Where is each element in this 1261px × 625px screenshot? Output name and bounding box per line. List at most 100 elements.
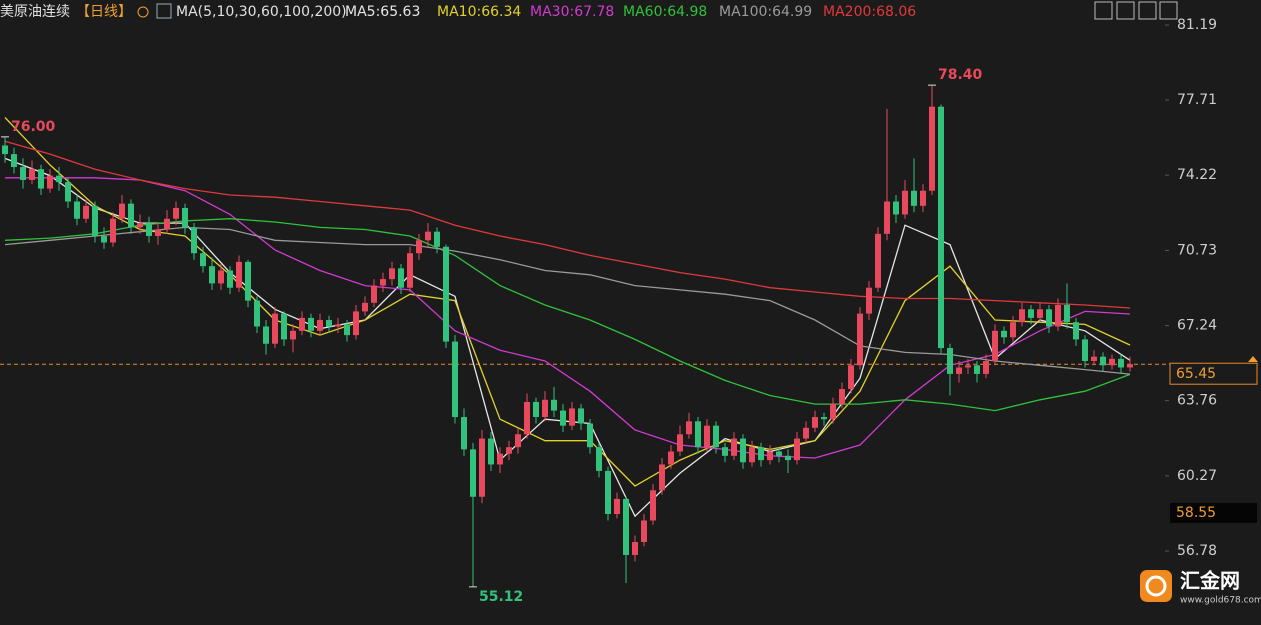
candle-body — [146, 223, 152, 236]
candle-body — [110, 218, 116, 243]
candle-body — [1019, 309, 1025, 323]
candle-body — [56, 175, 62, 183]
candle-body — [794, 438, 800, 461]
y-tick-label: 74.22 — [1177, 167, 1217, 183]
candle-body — [866, 287, 872, 314]
candle-body — [2, 145, 8, 155]
add-icon[interactable] — [137, 6, 149, 18]
candle-body — [254, 300, 260, 327]
candle-body — [1091, 356, 1097, 361]
marker-price-box — [1170, 502, 1257, 523]
candle-body — [614, 498, 620, 515]
candle-body — [515, 434, 521, 448]
candle-body — [632, 542, 638, 555]
candle-body — [1109, 358, 1115, 366]
candle-body — [1010, 322, 1016, 338]
candle-body — [956, 367, 962, 374]
candle-body — [668, 451, 674, 465]
candle-body — [965, 365, 971, 368]
candle-body — [740, 438, 746, 463]
candle-body — [929, 106, 935, 191]
candle-body — [686, 421, 692, 435]
candle-body — [137, 223, 143, 228]
candle-body — [47, 175, 53, 189]
current-price-label: 65.45 — [1176, 366, 1216, 382]
candle-body — [641, 520, 647, 543]
candle-body — [650, 490, 656, 521]
candle-body — [1118, 358, 1124, 368]
y-tick-label: 60.27 — [1177, 468, 1217, 484]
tool-icon[interactable] — [1094, 1, 1113, 20]
candle-body — [308, 317, 314, 331]
logo-icon — [1140, 570, 1172, 602]
candle-body — [101, 235, 107, 243]
candle-body — [776, 451, 782, 456]
candle-body — [119, 203, 125, 219]
candle-body — [227, 270, 233, 288]
annotation-label: 78.40 — [938, 67, 983, 83]
candle-body — [389, 268, 395, 280]
candle-body — [344, 324, 350, 336]
candle-body — [443, 246, 449, 342]
candle-body — [65, 182, 71, 202]
annotation-label: 55.12 — [479, 589, 523, 605]
y-tick-label: 70.73 — [1177, 242, 1217, 258]
candle-body — [1046, 309, 1052, 327]
candle-body — [29, 169, 35, 180]
candle-body — [848, 365, 854, 390]
candle-body — [407, 253, 413, 288]
tool-icon[interactable] — [1159, 1, 1178, 20]
price-marker-icon — [1248, 356, 1258, 362]
y-tick-label: 81.19 — [1177, 17, 1217, 33]
indicator-icon[interactable] — [156, 3, 172, 19]
candle-body — [920, 190, 926, 206]
candle-body — [506, 447, 512, 454]
candle-body — [875, 233, 881, 288]
candle-body — [1082, 339, 1088, 361]
legend-entry: MA30:67.78 — [530, 4, 614, 20]
period[interactable]: 【日线】 — [76, 4, 132, 20]
candle-body — [326, 320, 332, 327]
ma-line — [5, 177, 1131, 459]
tool-icon[interactable] — [1138, 1, 1157, 20]
candle-body — [362, 302, 368, 312]
candle-body — [713, 425, 719, 448]
legend-entry: MA60:64.98 — [623, 4, 707, 20]
candle-body — [497, 453, 503, 465]
candle-body — [830, 404, 836, 420]
candle-body — [245, 261, 251, 301]
candle-body — [533, 401, 539, 418]
candle-body — [1037, 309, 1043, 318]
candle-body — [578, 408, 584, 424]
candle-body — [992, 330, 998, 361]
candle-body — [938, 106, 944, 349]
candle-body — [488, 438, 494, 465]
candle-body — [947, 348, 953, 374]
candle-body — [398, 268, 404, 288]
candle-body — [209, 266, 215, 284]
candle-body — [11, 154, 17, 168]
candle-body — [605, 470, 611, 515]
legend-entry: MA100:64.99 — [719, 4, 812, 20]
candle-body — [731, 438, 737, 456]
candle-body — [470, 449, 476, 497]
candle-body — [290, 330, 296, 340]
tool-icon[interactable] — [1116, 1, 1135, 20]
candle-body — [524, 401, 530, 435]
brand: 汇金网 — [1180, 569, 1240, 593]
legend-entry: MA10:66.34 — [437, 4, 521, 20]
candle-body — [380, 279, 386, 286]
candle-body — [1001, 330, 1007, 338]
candle-body — [1100, 356, 1106, 366]
candle-body — [299, 317, 305, 331]
candle-body — [38, 169, 44, 189]
candle-body — [974, 365, 980, 374]
candle-body — [677, 434, 683, 452]
candle-body — [659, 464, 665, 491]
candle-body — [785, 455, 791, 461]
candle-body — [371, 285, 377, 303]
candle-body — [173, 207, 179, 219]
candle-body — [236, 261, 242, 288]
